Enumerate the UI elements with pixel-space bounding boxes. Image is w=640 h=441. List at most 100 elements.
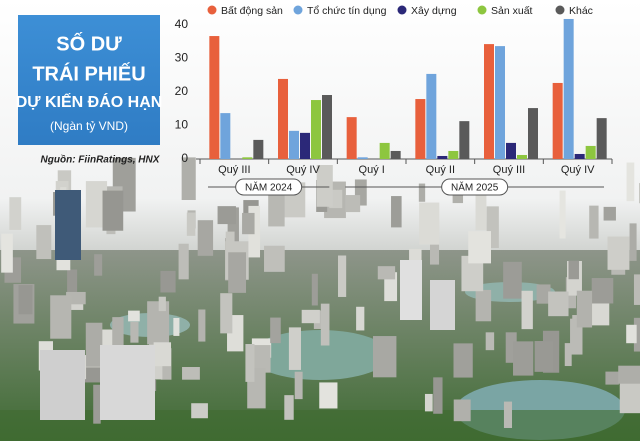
building — [536, 284, 551, 304]
bar — [517, 154, 527, 159]
building — [320, 303, 330, 346]
building — [242, 212, 255, 235]
building — [564, 343, 572, 367]
building — [377, 266, 396, 280]
building — [568, 260, 579, 280]
legend-marker — [397, 5, 407, 15]
building — [513, 341, 534, 376]
bar — [585, 145, 596, 159]
bar — [289, 130, 299, 159]
building — [130, 321, 139, 343]
tower — [430, 280, 455, 330]
building — [633, 317, 640, 352]
building — [356, 306, 365, 331]
building — [345, 195, 361, 213]
building — [158, 296, 166, 312]
x-tick-label: Quý IV — [561, 164, 595, 176]
building — [391, 196, 402, 228]
building — [433, 377, 443, 414]
building — [475, 185, 487, 231]
bar — [390, 150, 401, 159]
bar — [415, 99, 426, 159]
building — [503, 401, 513, 428]
building — [576, 290, 593, 328]
city-photo — [0, 157, 640, 441]
source: Nguồn: FiinRatings, HNX — [41, 154, 161, 166]
year-pill — [441, 178, 509, 196]
legend-marker — [207, 5, 217, 15]
building — [93, 384, 101, 424]
x-tick-label: Quý I — [359, 164, 385, 176]
legend-label: Bất động sản — [221, 5, 283, 17]
building — [354, 179, 367, 206]
building — [284, 395, 294, 420]
bar — [448, 150, 459, 159]
building — [633, 274, 640, 305]
bar — [563, 18, 574, 159]
bar — [209, 36, 220, 159]
building — [311, 273, 318, 306]
building — [268, 187, 285, 227]
bar — [596, 118, 607, 159]
building — [220, 293, 233, 334]
building — [534, 341, 553, 372]
bar — [278, 78, 288, 159]
building — [250, 345, 271, 373]
title-line: TRÁI PHIẾU — [32, 62, 145, 85]
bar — [552, 82, 563, 159]
building — [591, 278, 614, 304]
bar — [300, 132, 310, 159]
building — [85, 322, 103, 367]
building — [384, 272, 398, 302]
building — [475, 289, 492, 322]
building — [197, 220, 214, 256]
building — [50, 295, 72, 339]
building — [67, 269, 78, 294]
building — [603, 206, 616, 221]
building — [178, 243, 189, 280]
building — [270, 317, 281, 344]
bar — [495, 46, 505, 160]
building — [245, 344, 255, 382]
building — [301, 309, 320, 324]
building — [521, 290, 533, 330]
bar — [253, 139, 264, 159]
building — [570, 318, 583, 355]
legend-label: Khác — [569, 5, 593, 17]
building — [461, 255, 484, 292]
building — [1, 233, 13, 273]
bar — [574, 153, 585, 159]
legend-label: Sản xuất — [491, 5, 533, 17]
legend-marker — [293, 5, 303, 15]
building — [626, 324, 637, 344]
title-box — [18, 15, 160, 145]
legend-marker — [477, 5, 487, 15]
building — [160, 270, 176, 293]
y-tick-label: 0 — [181, 151, 188, 165]
building — [294, 371, 303, 400]
tower — [400, 260, 422, 320]
building — [338, 255, 347, 297]
building — [18, 285, 33, 315]
building — [69, 299, 84, 310]
building — [182, 367, 200, 380]
x-tick-label: Quý III — [493, 164, 525, 176]
x-tick-label: Quý IV — [286, 164, 320, 176]
building — [468, 231, 491, 264]
tower — [40, 350, 85, 420]
tower — [100, 345, 155, 420]
bar — [346, 117, 357, 159]
building — [629, 223, 637, 261]
building — [503, 261, 522, 299]
y-tick-label: 20 — [175, 84, 189, 98]
building — [618, 365, 640, 384]
year-label: NĂM 2025 — [451, 181, 499, 194]
bar — [379, 142, 390, 159]
bar — [242, 157, 253, 159]
building — [319, 382, 338, 409]
building — [217, 206, 236, 225]
building — [605, 371, 619, 385]
building — [409, 248, 422, 262]
building — [548, 291, 569, 317]
building — [589, 205, 599, 239]
